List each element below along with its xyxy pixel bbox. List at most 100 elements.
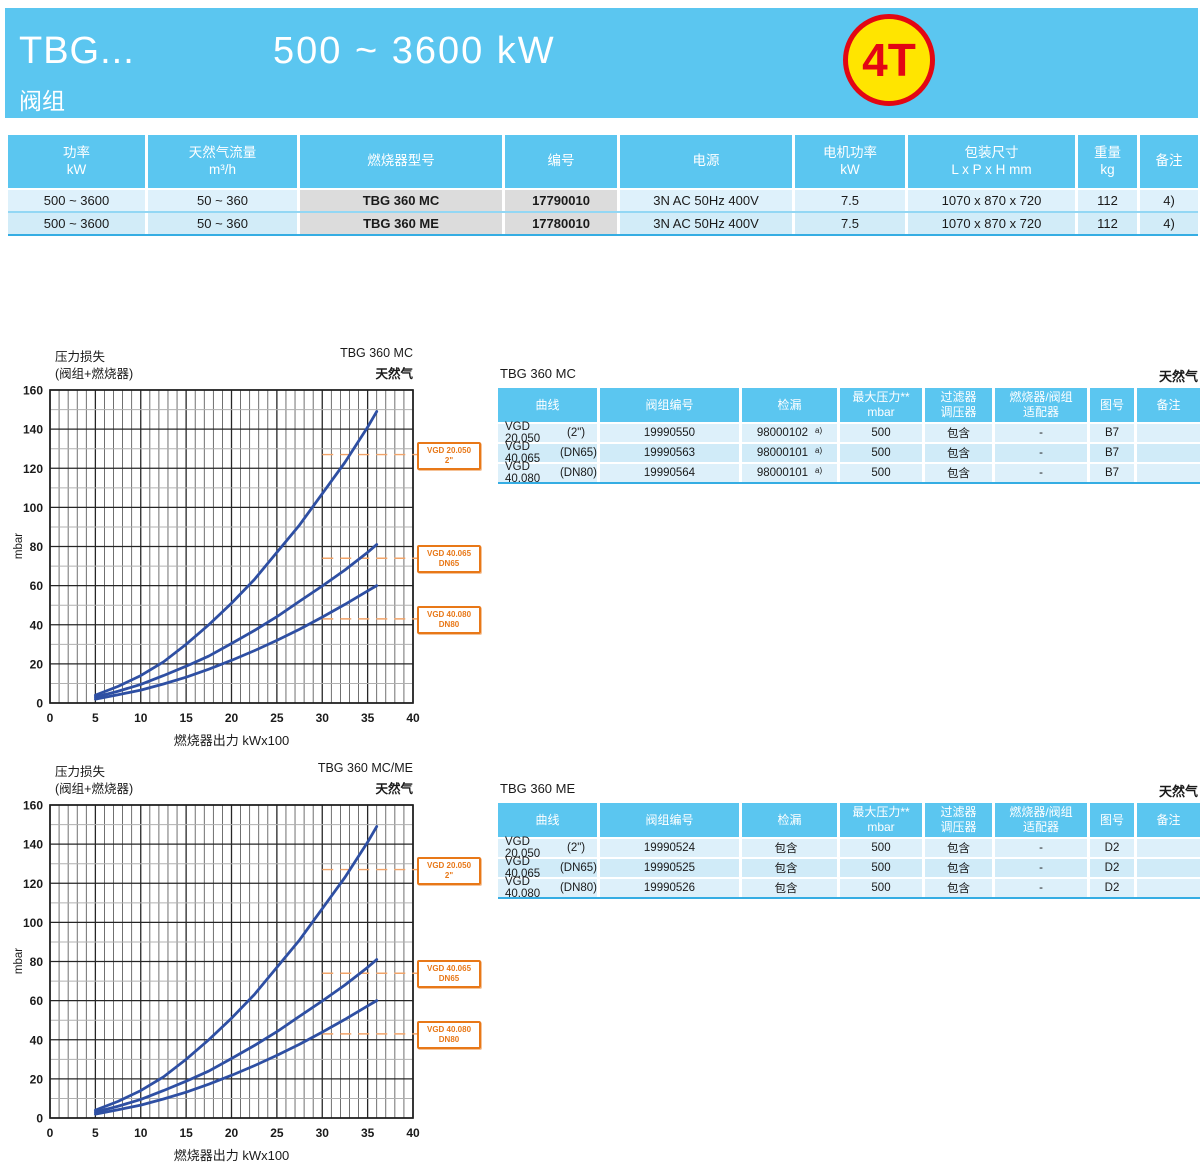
table-row: 500 ~ 3600 50 ~ 360 TBG 360 MC 17790010 …	[8, 190, 1198, 213]
adapter: -	[995, 879, 1090, 897]
col-code: 编号	[505, 135, 620, 188]
y-axis-tick: 40	[30, 1033, 44, 1047]
y-axis-tick: 140	[23, 423, 43, 437]
col-curve: 曲线	[498, 803, 600, 837]
col-power: 功率 kW	[8, 135, 148, 188]
figure: B7	[1090, 464, 1137, 482]
x-axis-tick: 25	[270, 711, 284, 725]
x-axis-tick: 10	[134, 1126, 148, 1140]
valve-code: 19990525	[600, 859, 742, 877]
max-pressure: 500	[840, 424, 925, 442]
col-valve-code: 阀组编号	[600, 388, 742, 422]
x-axis-tick: 30	[316, 711, 330, 725]
supply-value: 3N AC 50Hz 400V	[620, 213, 795, 234]
flow-value: 50 ~ 360	[148, 190, 300, 211]
table-row: 500 ~ 3600 50 ~ 360 TBG 360 ME 17780010 …	[8, 213, 1198, 234]
note	[1137, 464, 1200, 482]
figure: D2	[1090, 859, 1137, 877]
col-max-pressure: 最大压力** mbar	[840, 388, 925, 422]
y-axis-tick: 100	[23, 916, 43, 930]
note-value: 4)	[1140, 213, 1198, 234]
valve-table-title: TBG 360 MC	[500, 366, 576, 381]
x-axis-tick: 20	[225, 711, 239, 725]
y-axis-tick: 160	[23, 385, 43, 398]
note	[1137, 879, 1200, 897]
page-subtitle: 阀组	[19, 88, 65, 114]
adapter: -	[995, 839, 1090, 857]
power-value: 500 ~ 3600	[8, 190, 148, 211]
y-axis-tick: 40	[30, 618, 44, 632]
power-value: 500 ~ 3600	[8, 213, 148, 234]
adapter: -	[995, 424, 1090, 442]
valve-table-header: 曲线 阀组编号 检漏 最大压力** mbar 过滤器 调压器 燃烧器/阀组 适配器 图…	[498, 388, 1200, 424]
adapter: -	[995, 859, 1090, 877]
x-axis-tick: 5	[92, 711, 99, 725]
col-figure: 图号	[1090, 803, 1137, 837]
chart-canvas: 0 20 40 60 80 100 120 140 160 0 5 10 15 20 25 30 35 40 燃烧器…	[8, 384, 494, 760]
leak-check: 包含	[742, 879, 840, 897]
x-axis-tick: 35	[361, 1126, 375, 1140]
x-axis-tick: 15	[179, 711, 193, 725]
chart-gas-label: 天然气	[375, 782, 413, 796]
col-notes: 备注	[1137, 803, 1200, 837]
pressure-loss-chart-mc: 压力损失 (阀组+燃烧器) TBG 360 MC 天然气 mbar 0 20 40 6…	[8, 345, 494, 757]
table-row: VGD 40.080 (DN80) 19990526 包含 500 包含 - D2	[498, 876, 1200, 900]
pressure-loss-chart-mc-me: 压力损失 (阀组+燃烧器) TBG 360 MC/ME 天然气 mbar 0 20…	[8, 760, 494, 1172]
col-motor-power: 电机功率 kW	[795, 135, 908, 188]
adapter: -	[995, 464, 1090, 482]
col-leak-check: 检漏	[742, 388, 840, 422]
y-axis-tick: 0	[36, 1112, 43, 1126]
valve-code: 19990526	[600, 879, 742, 897]
max-pressure: 500	[840, 444, 925, 462]
leak-check: 98000101 a)	[742, 444, 840, 462]
adapter: -	[995, 444, 1090, 462]
x-axis-tick: 40	[406, 1126, 420, 1140]
curve-name: VGD 20.050 (2")	[498, 836, 600, 860]
x-axis-tick: 10	[134, 711, 148, 725]
motor-value: 7.5	[795, 213, 908, 234]
leak-check: 包含	[742, 859, 840, 877]
chart-plot: 0 20 40 60 80 100 120 140 160 0 5 10 15 20 25 30 35 40 燃烧器…	[23, 799, 420, 1164]
curve-callout-dn65: VGD 40.065 DN65	[417, 960, 481, 989]
curve-name: VGD 40.080 (DN80)	[498, 876, 600, 900]
motor-value: 7.5	[795, 190, 908, 211]
weight-value: 112	[1078, 190, 1140, 211]
filter-regulator: 包含	[925, 464, 995, 482]
y-axis-tick: 120	[23, 462, 43, 476]
col-notes: 备注	[1137, 388, 1200, 422]
y-axis-tick: 80	[30, 540, 44, 554]
curve-name: VGD 20.050 (2")	[498, 421, 600, 445]
y-axis-tick: 20	[30, 657, 44, 671]
chart-title: TBG 360 MC	[340, 346, 413, 360]
x-axis-tick: 15	[179, 1126, 193, 1140]
max-pressure: 500	[840, 859, 925, 877]
chart-canvas: 0 20 40 60 80 100 120 140 160 0 5 10 15 20 25 30 35 40 燃烧器…	[8, 799, 494, 1175]
page-title: TBG...	[19, 30, 135, 72]
burner-model: TBG 360 ME	[300, 213, 505, 234]
note	[1137, 424, 1200, 442]
note	[1137, 859, 1200, 877]
col-adapter: 燃烧器/阀组 适配器	[995, 388, 1090, 422]
curve-callout-2: VGD 20.050 2"	[417, 856, 481, 885]
y-axis-tick: 60	[30, 994, 44, 1008]
filter-regulator: 包含	[925, 879, 995, 897]
y-axis-tick: 100	[23, 501, 43, 515]
col-weight: 重量 kg	[1078, 135, 1140, 188]
x-axis-title: 燃烧器出力 kWx100	[174, 733, 290, 748]
pack-value: 1070 x 870 x 720	[908, 190, 1078, 211]
col-gas-flow: 天然气流量 m³/h	[148, 135, 300, 188]
leak-check: 包含	[742, 839, 840, 857]
col-adapter: 燃烧器/阀组 适配器	[995, 803, 1090, 837]
x-axis-tick: 0	[47, 1126, 54, 1140]
figure: D2	[1090, 839, 1137, 857]
y-axis-tick: 140	[23, 838, 43, 852]
burner-code: 17790010	[505, 190, 620, 211]
valve-code: 19990563	[600, 444, 742, 462]
curve-callout-dn65: VGD 40.065 DN65	[417, 545, 481, 574]
x-axis-tick: 40	[406, 711, 420, 725]
filter-regulator: 包含	[925, 859, 995, 877]
filter-regulator: 包含	[925, 444, 995, 462]
table-row: VGD 40.065 (DN65) 19990525 包含 500 包含 - D2	[498, 856, 1200, 880]
x-axis-title: 燃烧器出力 kWx100	[174, 1148, 290, 1163]
table-row: VGD 40.065 (DN65) 19990563 98000101 a) 500…	[498, 441, 1200, 465]
